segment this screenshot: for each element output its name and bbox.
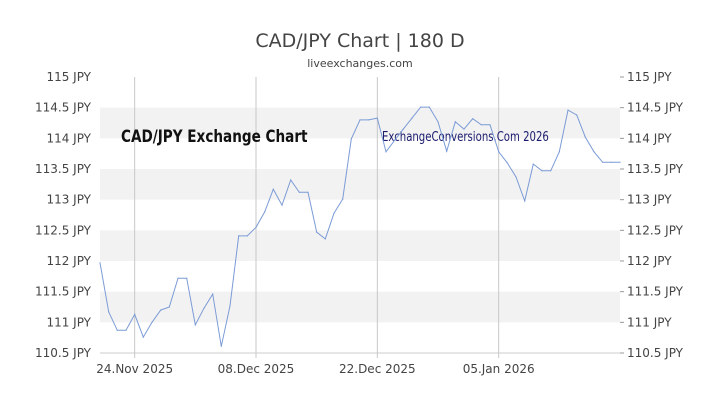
y-tick-label-right: 111 JPY <box>627 315 672 329</box>
data-point <box>290 179 292 181</box>
data-point <box>125 329 127 331</box>
data-point <box>576 114 578 116</box>
data-point <box>385 151 387 153</box>
data-point <box>532 163 534 165</box>
data-point <box>550 170 552 172</box>
watermark-left: CAD/JPY Exchange Chart <box>121 127 308 147</box>
grid-band <box>100 230 620 261</box>
data-point <box>160 309 162 311</box>
x-tick-label: 05.Jan 2026 <box>463 362 535 376</box>
data-point <box>428 106 430 108</box>
data-point <box>333 212 335 214</box>
data-point <box>567 109 569 111</box>
x-tick-label: 24.Nov 2025 <box>96 362 173 376</box>
data-point <box>194 324 196 326</box>
data-point <box>463 128 465 130</box>
data-point <box>610 161 612 163</box>
data-point <box>212 293 214 295</box>
grid-band <box>100 107 620 139</box>
data-point <box>298 191 300 193</box>
data-point <box>316 231 318 233</box>
y-tick-label-left: 112.5 JPY <box>35 223 92 237</box>
data-point <box>255 226 257 228</box>
data-point <box>454 121 456 123</box>
y-tick-label-left: 114.5 JPY <box>35 101 92 115</box>
x-tick-label: 22.Dec 2025 <box>339 362 416 376</box>
data-point <box>368 119 370 121</box>
y-tick-label-right: 115 JPY <box>627 70 672 84</box>
watermark-right: ExchangeConversions.Com 2026 <box>382 129 549 145</box>
data-point <box>498 151 500 153</box>
y-tick-label-right: 111.5 JPY <box>627 285 684 299</box>
data-point <box>203 307 205 309</box>
data-point <box>524 200 526 202</box>
data-point <box>593 151 595 153</box>
data-point <box>402 128 404 130</box>
data-point <box>602 161 604 163</box>
data-point <box>394 139 396 141</box>
y-tick-label-right: 114 JPY <box>627 131 672 145</box>
y-tick-label-left: 111 JPY <box>46 315 91 329</box>
data-point <box>238 235 240 237</box>
y-tick-label-left: 113 JPY <box>46 193 91 207</box>
data-point <box>359 119 361 121</box>
y-tick-label-right: 113.5 JPY <box>627 162 684 176</box>
data-point <box>168 306 170 308</box>
data-point <box>480 124 482 126</box>
data-point <box>281 204 283 206</box>
data-point <box>506 162 508 164</box>
data-point <box>272 188 274 190</box>
data-point <box>584 136 586 138</box>
data-point <box>134 313 136 315</box>
y-tick-label-right: 114.5 JPY <box>627 101 684 115</box>
y-tick-label-left: 110.5 JPY <box>35 346 92 360</box>
data-point <box>99 262 101 264</box>
data-point <box>489 124 491 126</box>
y-tick-label-left: 115 JPY <box>46 70 91 84</box>
data-point <box>116 329 118 331</box>
data-point <box>541 170 543 172</box>
y-tick-label-right: 112 JPY <box>627 254 672 268</box>
y-tick-label-left: 114 JPY <box>46 131 91 145</box>
data-point <box>142 336 144 338</box>
data-point <box>324 238 326 240</box>
x-tick-label: 08.Dec 2025 <box>218 362 295 376</box>
data-point <box>264 211 266 213</box>
data-point <box>186 277 188 279</box>
grid-band <box>100 291 620 323</box>
data-point <box>558 151 560 153</box>
data-point <box>420 106 422 108</box>
y-tick-label-left: 111.5 JPY <box>35 285 92 299</box>
data-point <box>437 121 439 123</box>
chart-subtitle: liveexchanges.com <box>307 57 412 70</box>
chart-title: CAD/JPY Chart | 180 D <box>255 30 464 52</box>
y-tick-label-right: 112.5 JPY <box>627 223 684 237</box>
data-point <box>342 198 344 200</box>
y-tick-label-right: 110.5 JPY <box>627 346 684 360</box>
data-point <box>619 161 621 163</box>
data-point <box>515 176 517 178</box>
data-point <box>220 345 222 347</box>
data-point <box>108 311 110 313</box>
data-point <box>177 277 179 279</box>
data-point <box>246 235 248 237</box>
data-point <box>411 117 413 119</box>
data-point <box>376 117 378 119</box>
y-tick-label-left: 113.5 JPY <box>35 162 92 176</box>
data-point <box>307 191 309 193</box>
data-point <box>472 118 474 120</box>
data-point <box>229 305 231 307</box>
y-tick-label-right: 113 JPY <box>627 193 672 207</box>
data-point <box>151 321 153 323</box>
data-point <box>446 150 448 152</box>
y-tick-label-left: 112 JPY <box>46 254 91 268</box>
data-point <box>350 138 352 140</box>
grid-band <box>100 169 620 200</box>
